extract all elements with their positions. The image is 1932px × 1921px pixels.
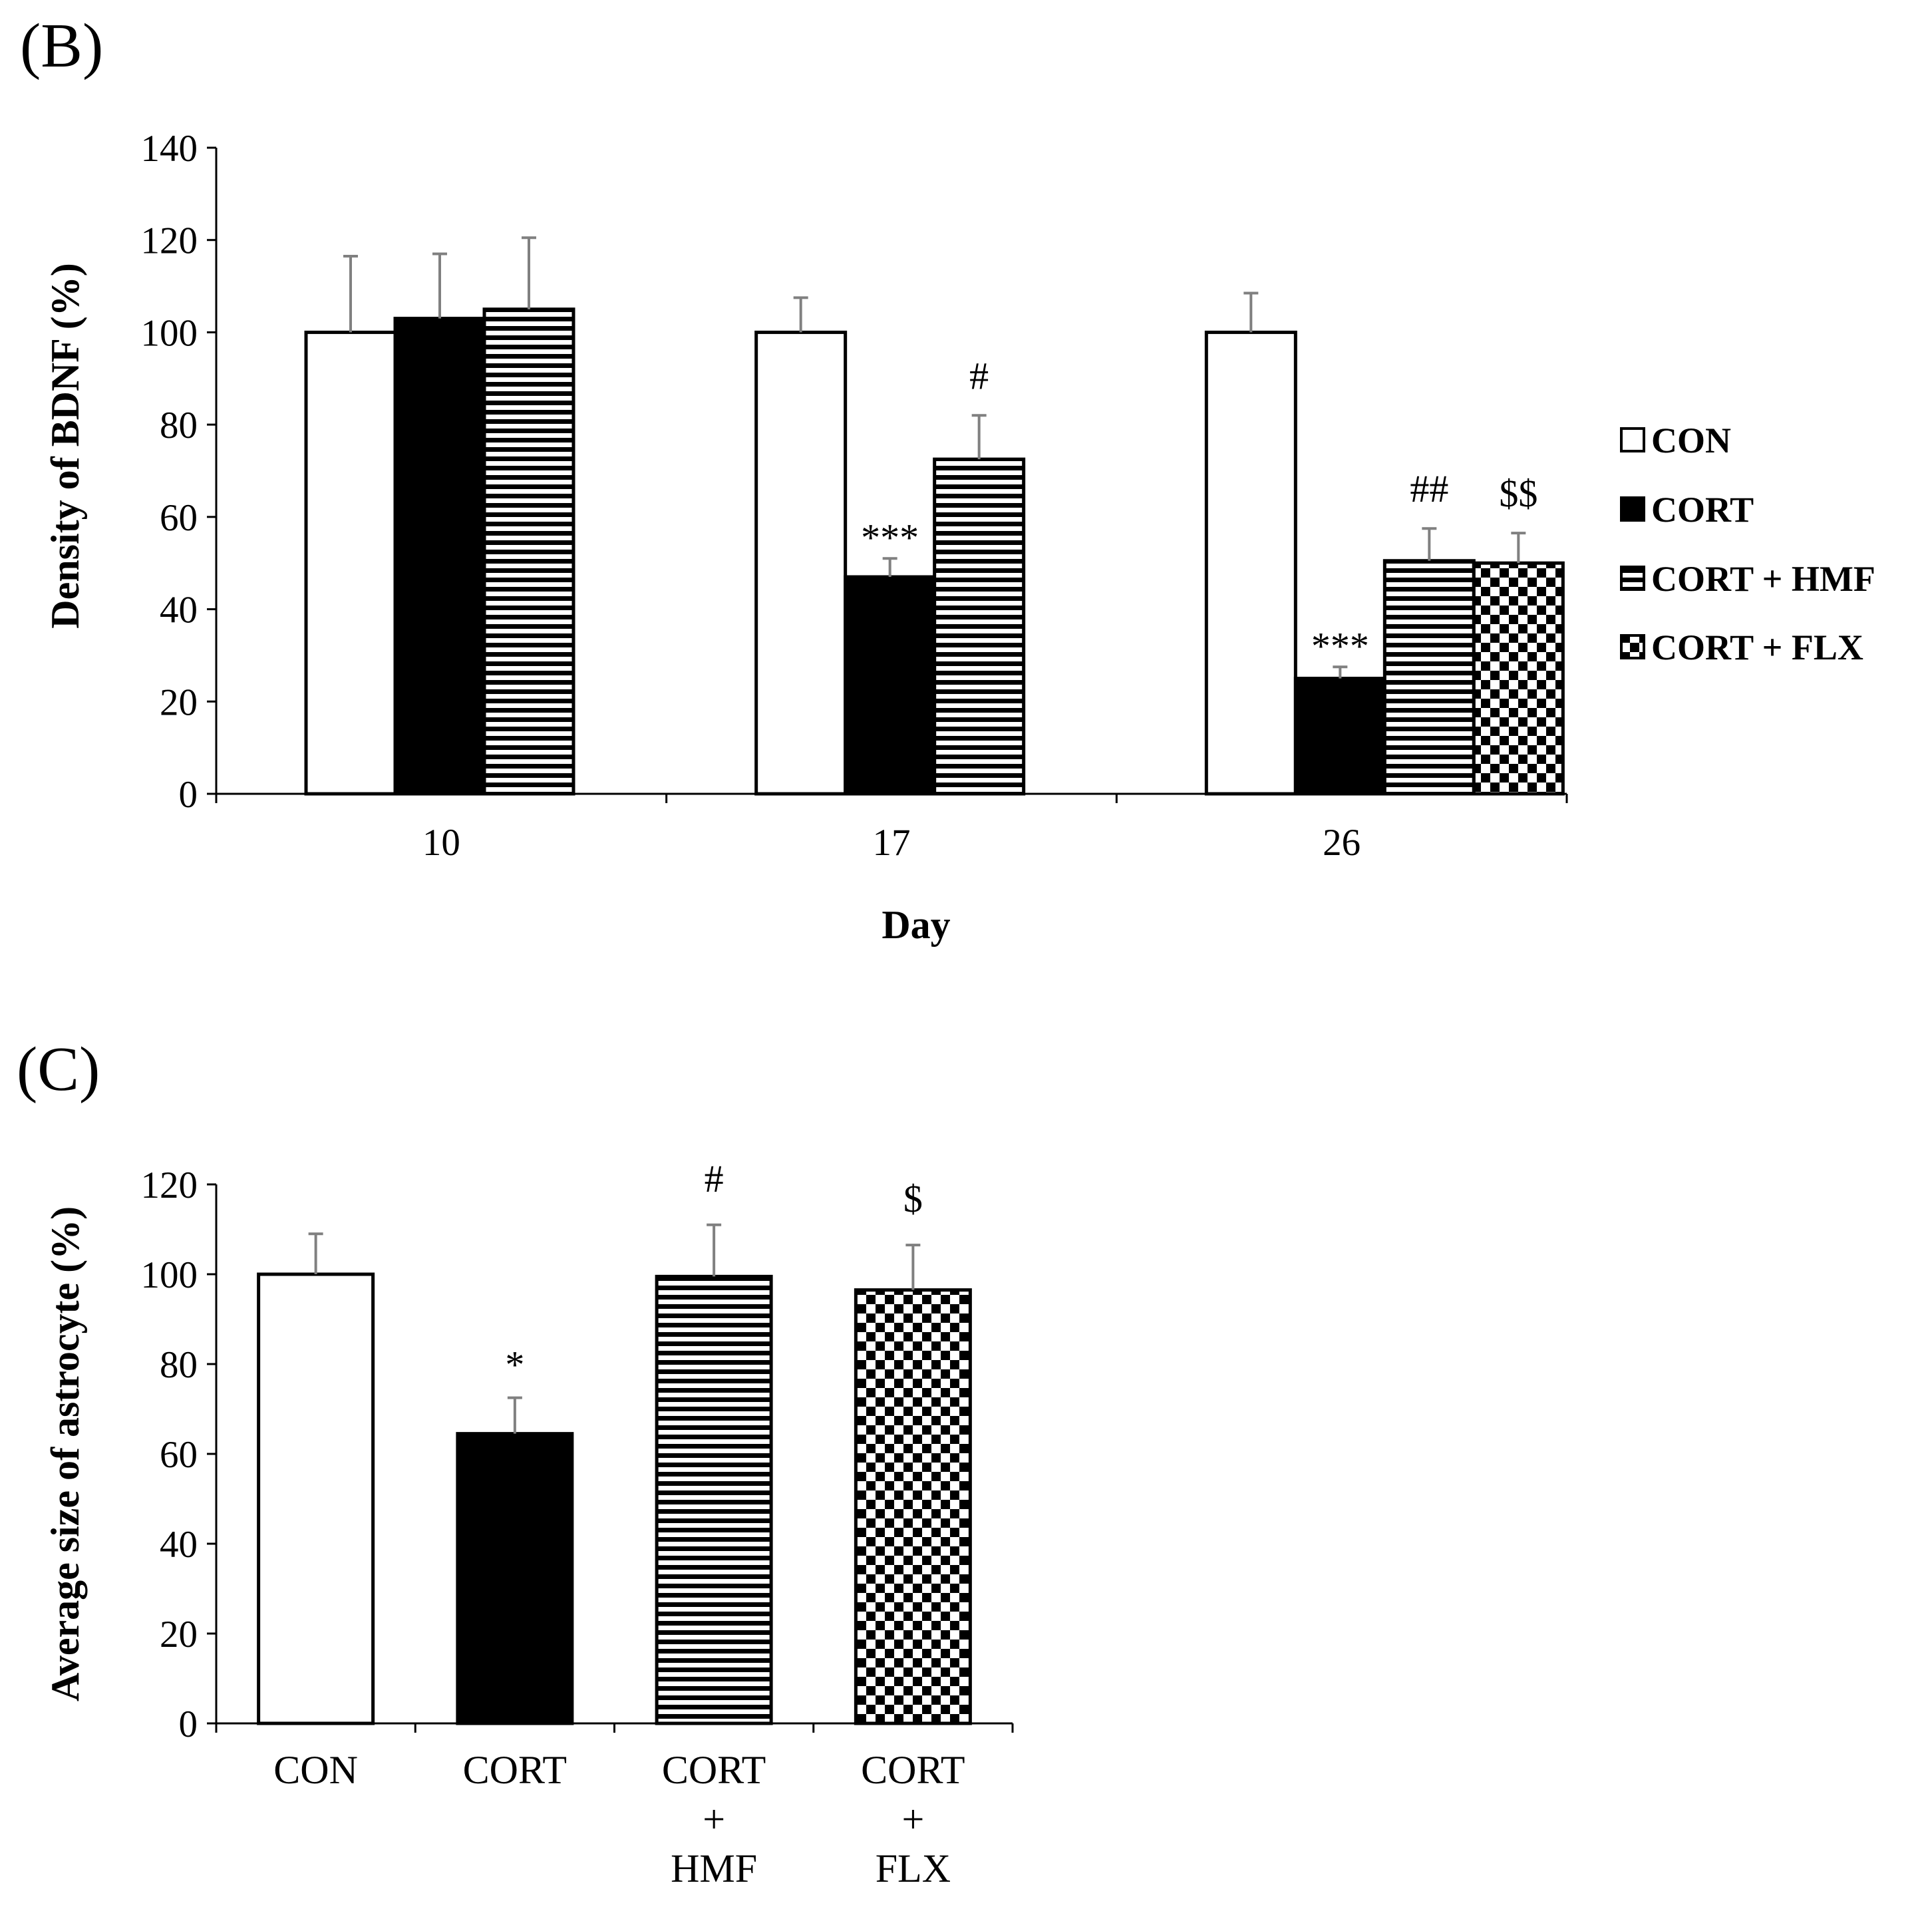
- chart-b-x-tick-label: 26: [1323, 822, 1361, 864]
- chart-c-y-axis-title: Average size of astrocyte (%): [43, 1206, 87, 1701]
- chart-c-x-tick-label: CORT: [861, 1748, 965, 1792]
- chart-c-x-tick-label: +: [703, 1797, 725, 1841]
- chart-b-bar: [1204, 330, 1297, 796]
- chart-b-x-tick-label: 10: [422, 822, 460, 864]
- panel-label-b: (B): [20, 11, 103, 81]
- legend-label: CORT + HMF: [1651, 559, 1875, 599]
- chart-c-x-tick-label: CON: [273, 1748, 358, 1792]
- chart-c-y-tick-label: 100: [141, 1254, 198, 1296]
- chart-b-bar: [844, 575, 937, 796]
- chart-c-bar: [456, 1432, 574, 1725]
- panel-label-c: (C): [17, 1035, 100, 1104]
- chart-b-x-tick-label: 17: [873, 822, 911, 864]
- chart-c-x-tick-label: +: [901, 1797, 924, 1841]
- chart-c-y-tick-label: 40: [160, 1524, 198, 1566]
- legend-swatch: [1620, 496, 1645, 522]
- chart-b-y-tick-label: 80: [160, 405, 198, 446]
- chart-b-y-tick-label: 40: [160, 590, 198, 631]
- chart-c-significance-label: #: [705, 1157, 724, 1200]
- chart-c-significance-label: $: [903, 1177, 923, 1220]
- chart-c: Average size of astrocyte (%) 0 20 40 60 80 1…: [43, 1157, 1014, 1890]
- chart-c-bar: [655, 1274, 773, 1725]
- chart-c-bar: [854, 1288, 972, 1725]
- legend-swatch: [1620, 566, 1645, 591]
- chart-b-bar: [1293, 677, 1386, 796]
- chart-b-y-tick-label: 0: [179, 774, 198, 816]
- chart-c-bar: [257, 1272, 375, 1725]
- chart-b-significance-label: #: [969, 354, 989, 397]
- chart-c-x-tick-label: CORT: [463, 1748, 567, 1792]
- chart-c-y-tick-label: 80: [160, 1344, 198, 1386]
- chart-b-bar: [754, 330, 848, 796]
- chart-b-y-tick-label: 20: [160, 681, 198, 723]
- chart-b-significance-label: ##: [1410, 467, 1448, 510]
- legend-label: CON: [1651, 421, 1731, 460]
- chart-b-bar: [304, 330, 397, 796]
- chart-b: Density of BDNF (%) Day 0 20 40 60 80 100 120 1…: [43, 128, 1568, 947]
- chart-b-x-axis-title: Day: [882, 903, 950, 947]
- chart-b-bar: [482, 307, 575, 796]
- chart-b-bar: [933, 457, 1026, 796]
- chart-b-y-tick-label: 60: [160, 497, 198, 539]
- chart-b-y-tick-label: 100: [141, 312, 198, 354]
- chart-b-y-tick-label: 140: [141, 128, 198, 170]
- chart-c-x-tick-label: CORT: [662, 1748, 766, 1792]
- legend-swatch: [1620, 427, 1645, 452]
- legend-label: CORT: [1651, 490, 1754, 530]
- chart-b-y-tick-label: 120: [141, 220, 198, 262]
- chart-b-y-axis-title: Density of BDNF (%): [43, 263, 87, 628]
- chart-b-significance-label: ***: [1311, 624, 1369, 667]
- legend: CON CORT CORT + HMF CORT + FLX: [1620, 421, 1875, 667]
- chart-b-significance-label: $$: [1499, 472, 1537, 515]
- chart-c-y-tick-label: 60: [160, 1434, 198, 1476]
- chart-c-x-tick-label: HMF: [671, 1846, 757, 1890]
- chart-c-x-tick-label: FLX: [876, 1846, 951, 1890]
- chart-c-y-tick-label: 20: [160, 1614, 198, 1656]
- chart-c-y-tick-label: 0: [179, 1703, 198, 1745]
- chart-b-bar: [1472, 561, 1565, 796]
- legend-label: CORT + FLX: [1651, 627, 1863, 667]
- chart-c-significance-label: *: [505, 1343, 524, 1387]
- chart-b-bar: [1382, 559, 1476, 796]
- chart-b-bar: [393, 317, 486, 796]
- chart-b-significance-label: ***: [861, 516, 919, 559]
- chart-c-y-tick-label: 120: [141, 1164, 198, 1206]
- legend-swatch: [1620, 634, 1645, 659]
